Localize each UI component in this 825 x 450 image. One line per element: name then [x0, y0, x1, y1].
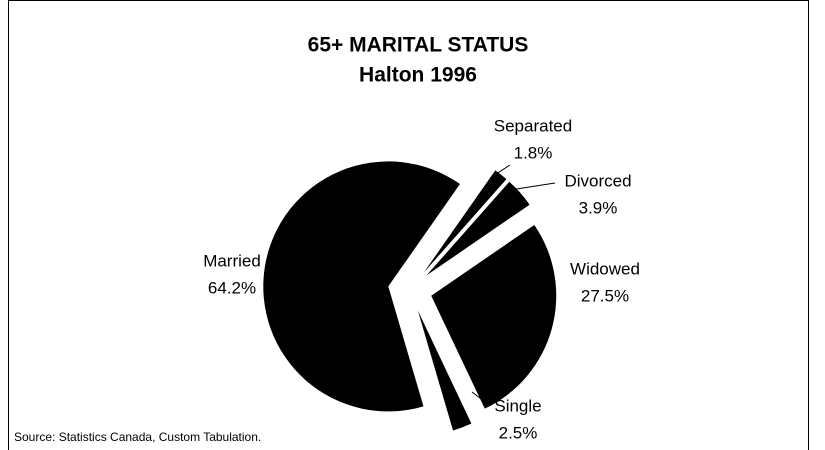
- chart-title: 65+ MARITAL STATUS: [308, 34, 529, 57]
- slice-label: Separated: [494, 116, 572, 135]
- pie-slice: [263, 161, 460, 412]
- leader-line: [509, 182, 556, 191]
- chart-subtitle: Halton 1996: [359, 64, 477, 87]
- pie-slice: [426, 181, 530, 276]
- slice-value-label: 2.5%: [499, 423, 538, 442]
- pie-slice: [417, 310, 472, 431]
- pie-slice: [431, 224, 557, 409]
- slice-value-label: 3.9%: [579, 198, 618, 217]
- pie-slice: [423, 170, 507, 273]
- frame: [8, 0, 809, 450]
- source-note: Source: Statistics Canada, Custom Tabula…: [14, 430, 261, 444]
- slice-label: Widowed: [570, 259, 640, 278]
- slice-label: Married: [203, 251, 261, 270]
- slice-value-label: 64.2%: [208, 278, 256, 297]
- slice-label: Divorced: [564, 171, 631, 190]
- slice-label: Single: [494, 396, 541, 415]
- leader-line: [471, 391, 486, 403]
- slice-value-label: 27.5%: [581, 286, 629, 305]
- leader-line: [489, 164, 511, 179]
- slice-value-label: 1.8%: [514, 143, 553, 162]
